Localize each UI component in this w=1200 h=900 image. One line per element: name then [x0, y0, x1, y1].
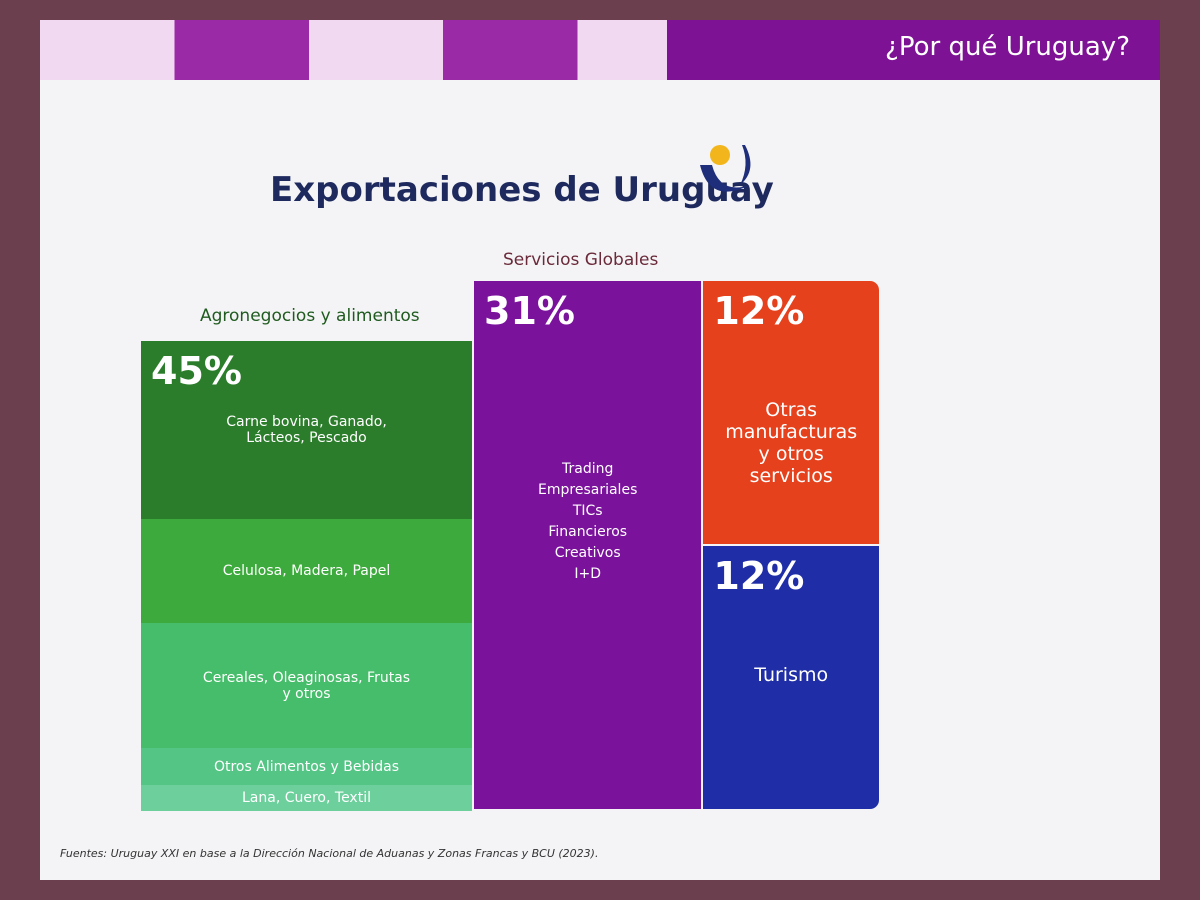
group-block: 12% Otras manufacturas y otros servicios — [702, 280, 880, 545]
group-name: Agronegocios y alimentos — [200, 306, 420, 326]
sub-block: Lana, Cuero, Textil — [141, 784, 472, 811]
value-label: 12% — [713, 554, 805, 598]
group-block: 12% Turismo — [702, 545, 880, 810]
item-label: I+D — [574, 566, 602, 582]
value-label: 12% — [713, 289, 805, 333]
group-name: Turismo — [754, 664, 829, 687]
item-label: Empresariales — [538, 482, 638, 498]
sub-block: Celulosa, Madera, Papel — [141, 518, 472, 623]
header: ¿Por qué Uruguay? — [885, 32, 1130, 62]
logo — [700, 145, 751, 192]
item-label: Creativos — [554, 545, 621, 561]
header-bar: ¿Por qué Uruguay? — [40, 20, 1160, 80]
group-name: Otras manufacturas y otros servicios — [725, 399, 858, 488]
sub-label: Carne bovina, Ganado, Lácteos, Pescado — [226, 413, 387, 446]
sub-label: Otros Alimentos y Bebidas — [213, 758, 400, 775]
group-block: Carne bovina, Ganado, Lácteos, Pescado Ce… — [140, 340, 473, 811]
sub-label: Cereales, Oleaginosas, Frutas y otros — [202, 669, 411, 702]
treemap: Carne bovina, Ganado, Lácteos, Pescado Ce… — [140, 250, 880, 811]
value-label: 45% — [151, 349, 242, 393]
sub-block: Cereales, Oleaginosas, Frutas y otros — [141, 623, 472, 749]
group-name: Servicios Globales — [503, 250, 659, 270]
source-note: Fuentes: Uruguay XXI en base a la Direcc… — [60, 847, 599, 860]
item-label: Trading — [562, 461, 614, 477]
item-label: TICs — [572, 503, 603, 519]
value-label: 31% — [484, 289, 575, 333]
sub-block: Otros Alimentos y Bebidas — [141, 748, 472, 785]
sub-label: Lana, Cuero, Textil — [241, 789, 371, 806]
item-label: Financieros — [548, 524, 628, 540]
sub-block: Carne bovina, Ganado, Lácteos, Pescado — [141, 341, 472, 519]
slide: ¿Por qué Uruguay? Exportaciones de Urugu… — [40, 20, 1160, 880]
group-block: 31% Trading Empresariales TICs Financieros Cr… — [473, 280, 703, 810]
chart-title: Exportaciones de Uruguay — [270, 170, 774, 210]
sub-label: Celulosa, Madera, Papel — [222, 562, 391, 579]
